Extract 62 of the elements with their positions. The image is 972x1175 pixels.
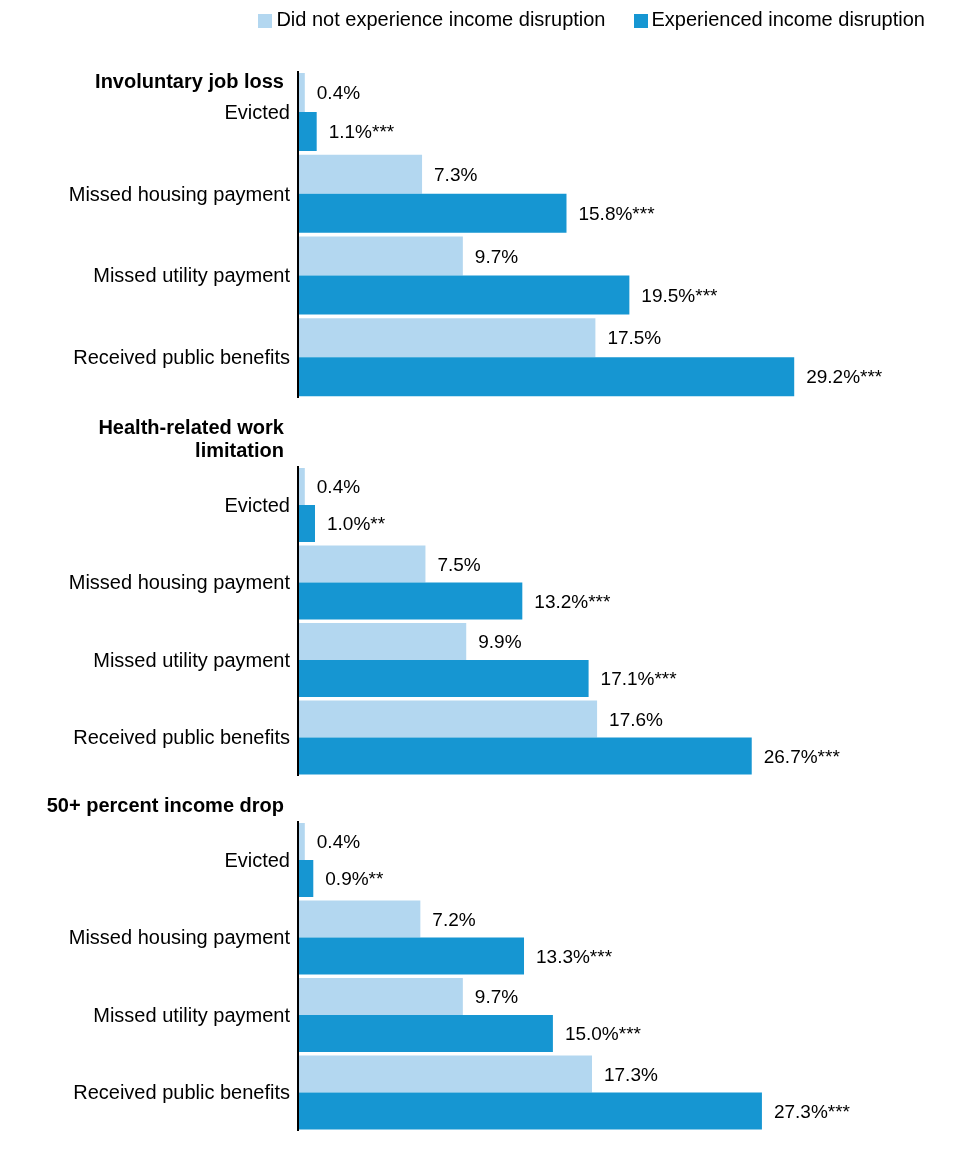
bar (298, 193, 567, 233)
bar (298, 978, 463, 1015)
data-label: 29.2%*** (806, 366, 883, 388)
data-label: 19.5%*** (641, 284, 719, 306)
legend-label: Experienced income disruption (651, 8, 925, 30)
bar (298, 660, 589, 697)
bar (298, 700, 598, 738)
bar (298, 357, 795, 397)
y-tick-label: Evicted (224, 493, 290, 516)
chart-title: Involuntary job loss (94, 70, 284, 93)
y-tick-label: Received public benefits (73, 1081, 290, 1104)
bar (298, 545, 426, 583)
bar (298, 623, 467, 660)
chart-title: 50+ percent income drop (45, 794, 284, 817)
bar (298, 582, 523, 620)
data-label: 17.1%*** (600, 668, 678, 690)
bar (298, 860, 314, 897)
data-label: 17.6% (609, 708, 664, 730)
y-tick-label: Missed utility payment (93, 264, 291, 287)
bar (298, 275, 630, 315)
y-tick-label: Received public benefits (73, 346, 290, 369)
bar (298, 1055, 592, 1093)
y-tick-label: Missed utility payment (93, 648, 291, 671)
data-label: 7.2% (432, 908, 476, 930)
data-label: 9.7% (474, 245, 519, 267)
data-label: 1.0%** (326, 513, 386, 535)
data-label: 15.0%*** (564, 1023, 642, 1045)
data-label: 17.3% (603, 1063, 658, 1085)
data-label: 0.4% (316, 476, 361, 498)
data-label: 27.3%*** (773, 1100, 851, 1122)
bar (298, 318, 596, 358)
data-label: 9.9% (478, 631, 522, 653)
bar (298, 154, 423, 194)
legend-label: Did not experience income disruption (276, 8, 606, 30)
y-tick-label: Evicted (224, 848, 290, 871)
data-label: 0.4% (316, 82, 361, 104)
data-label: 0.9%** (325, 868, 384, 890)
data-label: 9.7% (474, 986, 519, 1008)
y-tick-label: Missed housing payment (68, 571, 291, 594)
bar (298, 1015, 553, 1052)
data-label: 13.3%*** (536, 945, 613, 967)
y-tick-label: Missed utility payment (93, 1003, 291, 1026)
data-label: 17.5% (607, 327, 662, 349)
data-label: 13.2%*** (534, 590, 611, 612)
bar (298, 937, 525, 975)
bar (298, 505, 315, 542)
data-label: 7.5% (437, 553, 481, 575)
y-tick-label: Missed housing payment (68, 926, 291, 949)
bar (298, 112, 317, 151)
y-tick-label: Evicted (224, 100, 290, 123)
chart-title: Health-related work limitation (97, 416, 284, 462)
bar (298, 900, 421, 938)
data-label: 26.7%*** (763, 745, 841, 767)
y-tick-label: Missed housing payment (68, 182, 291, 205)
bar (298, 236, 463, 276)
data-label: 7.3% (434, 163, 478, 185)
bar (298, 737, 752, 775)
y-tick-label: Received public benefits (73, 726, 290, 749)
data-label: 15.8%*** (578, 202, 656, 224)
data-label: 1.1%*** (328, 121, 395, 143)
data-label: 0.4% (316, 831, 361, 853)
bar (298, 1092, 762, 1130)
